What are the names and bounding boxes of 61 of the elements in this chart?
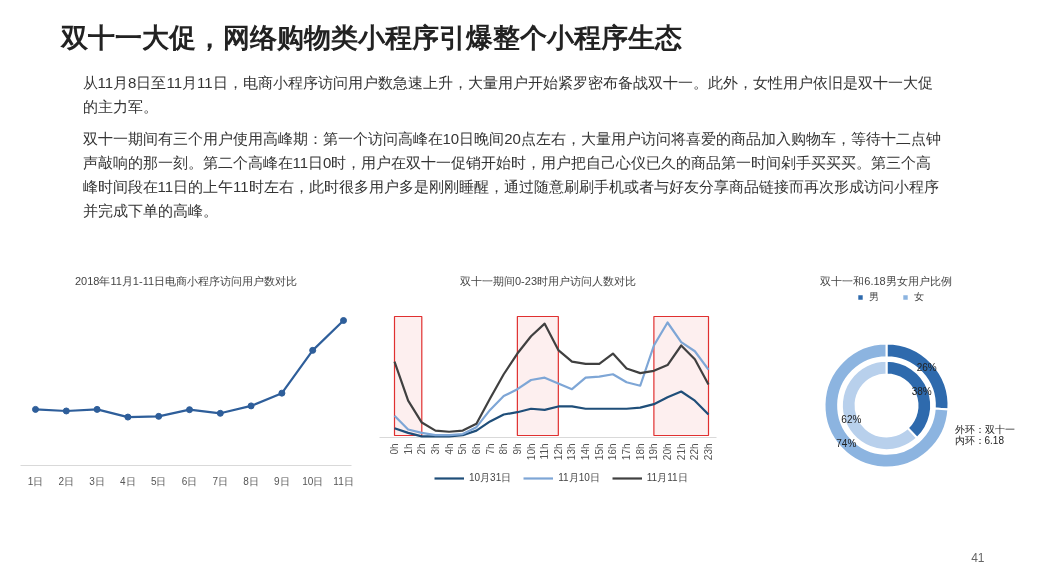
x-tick-label: 11日 xyxy=(333,476,354,487)
x-tick-label: 7h xyxy=(484,443,496,455)
x-tick-label: 10日 xyxy=(302,476,324,487)
chart-title: 2018年11月1-11日电商小程序访问用户数对比 xyxy=(74,274,298,287)
point xyxy=(340,317,347,324)
x-tick-label: 1日 xyxy=(27,476,44,487)
x-tick-label: 8日 xyxy=(243,476,259,487)
point xyxy=(186,406,193,414)
chart-title: 双十一和6.18男女用户比例 xyxy=(820,274,952,287)
legend-label: 男 xyxy=(869,290,880,304)
legend-label: 10月31日 xyxy=(469,471,512,485)
point xyxy=(278,389,286,397)
x-tick-label: 14h xyxy=(580,443,592,461)
chart-title: 双十一期间0-23时用户访问人数对比 xyxy=(459,274,637,287)
x-tick-label: 2h xyxy=(416,443,428,455)
x-tick-label: 4h xyxy=(443,443,455,455)
x-tick-label: 1h xyxy=(402,443,414,455)
x-tick-label: 23h xyxy=(703,443,714,461)
x-tick-label: 12h xyxy=(552,443,564,461)
point xyxy=(32,405,39,413)
legend-label: 女 xyxy=(914,290,925,304)
text: 双十一期间有三个用户使用高峰期：第一个访问高峰在10日晚间20点左右，大量用户访问将喜爱的商品加入购物车，等待十二点钟声敲响的那一刻。第二个高峰在11日0时，用户在双十一促销开始时，用户把自己心仪已久的商品第一时间剁手买买买。第三个高峰时间段在11日的上午11时左右，此时很多用户多是刚刚睡醒，通过随意刷刷手机或者与好友分享商品链接而再次形成访问小程序并完成下单的高峰。 xyxy=(82,130,941,219)
x-tick-label: 10h xyxy=(525,443,537,461)
x-tick-label: 4日 xyxy=(120,476,136,487)
x-tick-label: 21h xyxy=(675,443,687,461)
text: 从11月8日至11月11日，电商小程序访问用户数急速上升，大量用户开始紧罗密布备战双十一。此外，女性用户依旧是双十一大促的主力军。 xyxy=(82,74,933,115)
x-tick-label: 5日 xyxy=(150,476,167,487)
x-tick-label: 3h xyxy=(429,443,441,455)
point xyxy=(309,346,317,354)
x-tick-label: 8h xyxy=(498,443,510,455)
point xyxy=(93,405,101,413)
x-tick-label: 2日 xyxy=(58,476,75,487)
x-tick-label: 6h xyxy=(470,443,482,455)
x-tick-label: 18h xyxy=(634,443,646,461)
x-tick-label: 11h xyxy=(539,443,551,460)
x-tick-label: 15h xyxy=(593,443,605,461)
text: 41 xyxy=(971,551,985,565)
x-tick-label: 16h xyxy=(607,443,619,461)
x-tick-label: 13h xyxy=(566,443,578,461)
x-tick-label: 9h xyxy=(511,443,523,455)
point xyxy=(216,409,224,417)
x-tick-label: 0h xyxy=(389,443,400,455)
point xyxy=(62,407,70,415)
legend-label: 11月11日 xyxy=(646,471,688,485)
x-tick-label: 3日 xyxy=(89,476,105,487)
x-tick-label: 6日 xyxy=(181,476,198,487)
x-tick-label: 20h xyxy=(662,443,674,461)
x-tick-label: 17h xyxy=(621,443,633,461)
text: 双十一大促，网络购物类小程序引爆整个小程序生态 xyxy=(59,22,682,53)
x-tick-label: 19h xyxy=(648,443,660,461)
text: 内环：6.18 xyxy=(954,435,1005,446)
point xyxy=(247,402,255,410)
point xyxy=(155,412,163,420)
legend-label: 11月10日 xyxy=(558,471,600,485)
x-tick-label: 22h xyxy=(689,443,701,461)
x-tick-label: 7日 xyxy=(212,476,229,487)
data-label: 62% xyxy=(841,413,862,425)
x-tick-label: 5h xyxy=(457,443,469,455)
x-tick-label: 9日 xyxy=(274,476,290,487)
point xyxy=(124,413,132,421)
text: 外环：双十一 xyxy=(954,424,1015,435)
